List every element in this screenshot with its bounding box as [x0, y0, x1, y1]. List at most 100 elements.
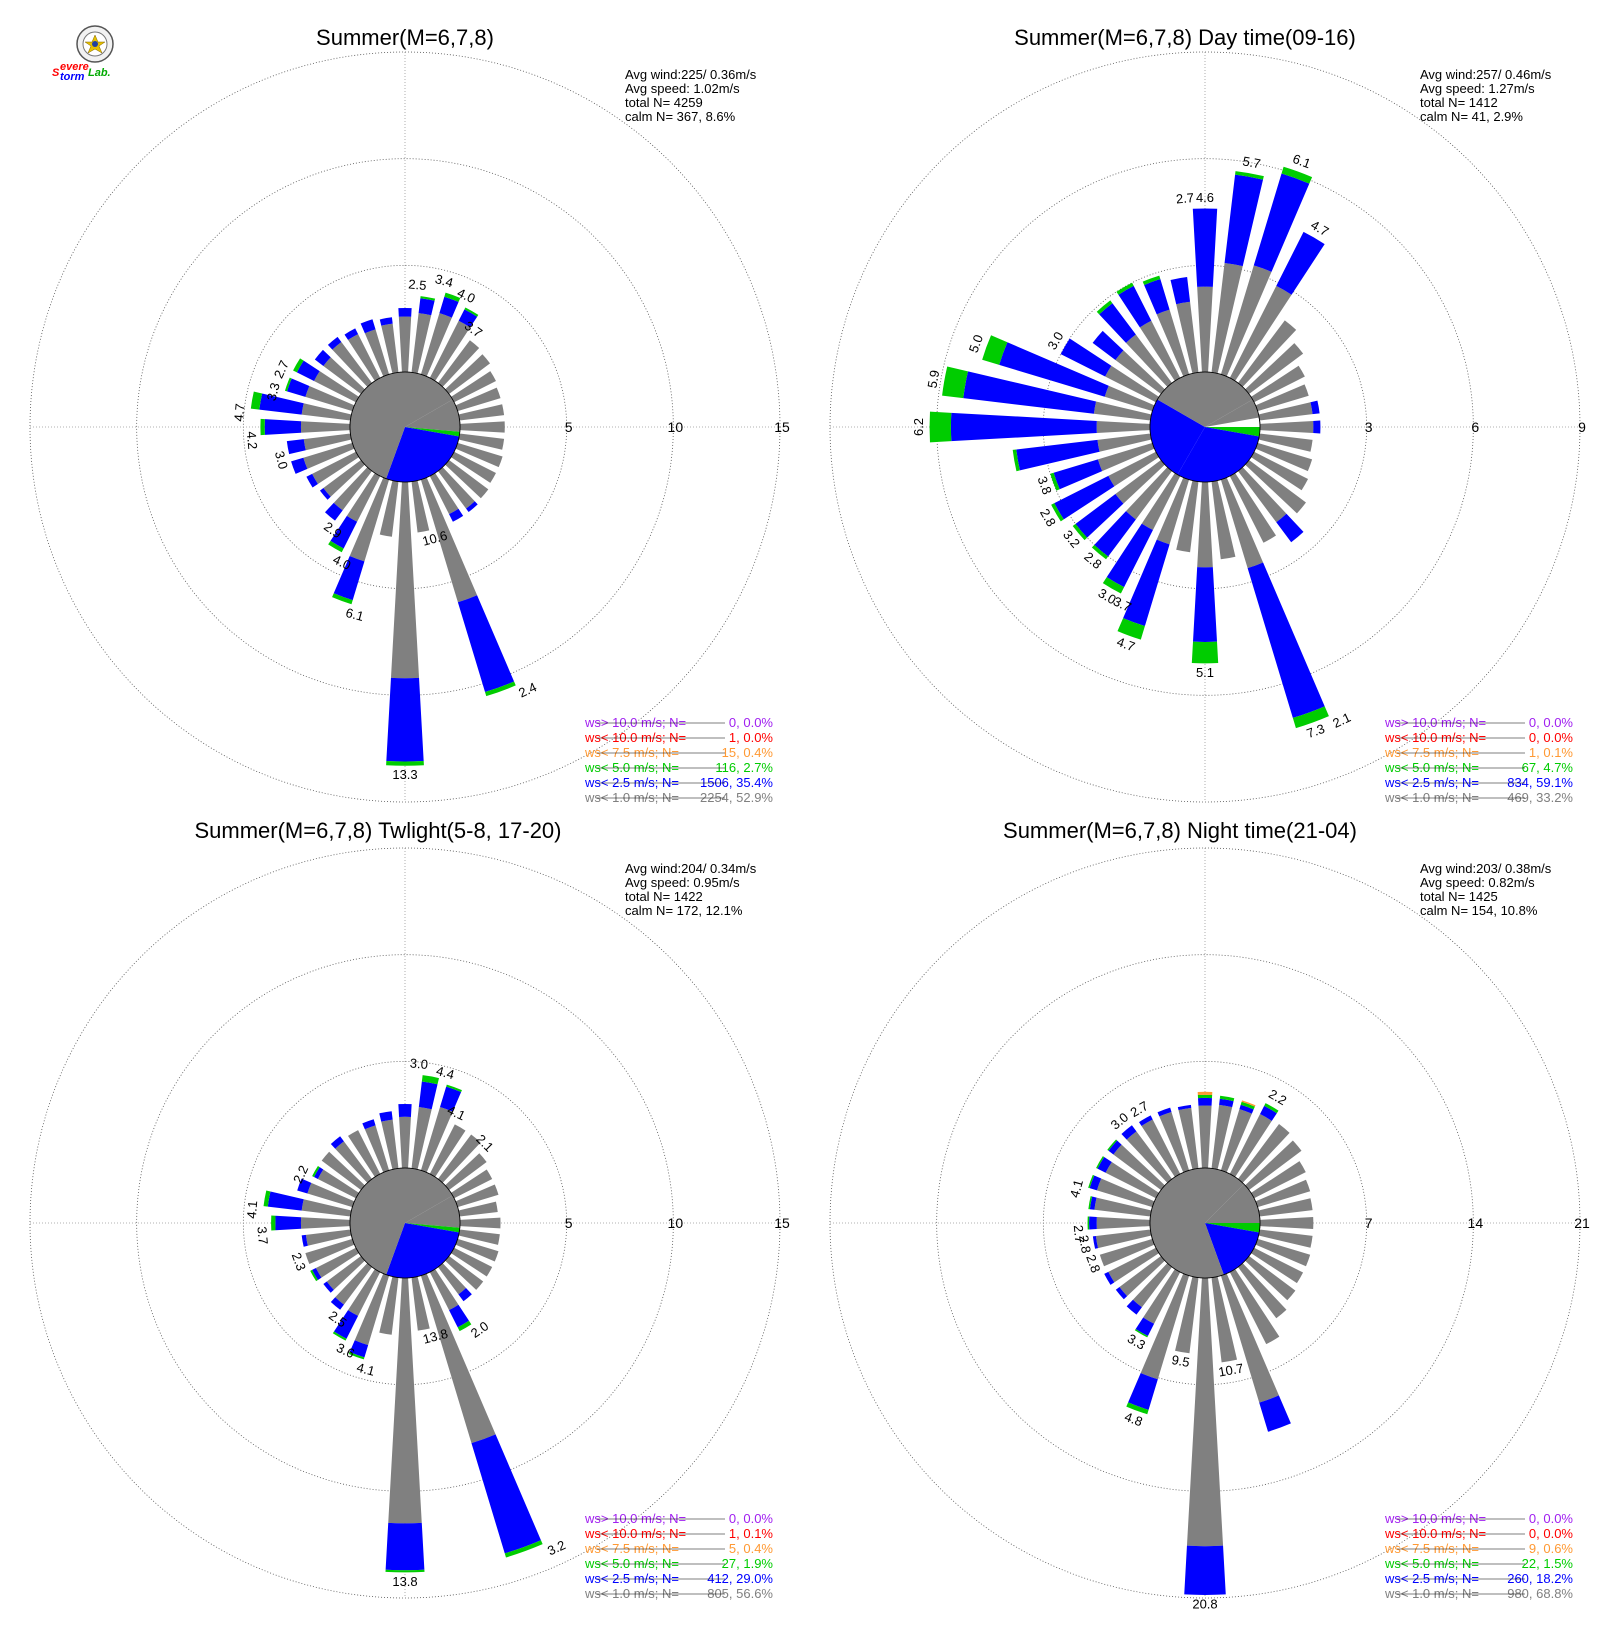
legend-value: 27, 1.9% — [722, 1556, 774, 1571]
calm-center-disc — [1149, 1167, 1261, 1279]
wind-rose-panel-day-time: Summer(M=6,7,8) Day time(09-16) 3 6 9 4.6 5… — [829, 25, 1586, 805]
bar-segment-lt1 — [1125, 467, 1173, 520]
bar-value-label: 4.4 — [435, 1063, 456, 1082]
calm-center-disc — [1149, 371, 1261, 483]
bar-segment-lt5 — [504, 1540, 543, 1558]
direction-bars: 4.65.7 6.14.72.17.35.14.73.73.02.83.22.83… — [911, 151, 1353, 741]
legend-label: ws< 7.5 m/s; N= — [584, 745, 679, 760]
summary-stats: Avg wind:257/ 0.46m/s Avg speed: 1.27m/s… — [1420, 67, 1552, 124]
bar-segment-lt1 — [333, 467, 373, 511]
ring-label: 5 — [565, 419, 573, 435]
legend-value: 116, 2.7% — [715, 760, 773, 775]
bar-segment-lt5 — [1116, 282, 1134, 295]
bar-segment-lt1 — [1255, 1238, 1311, 1267]
bar-segment-lt2_5 — [1054, 475, 1115, 520]
ring-label: 3 — [1365, 419, 1373, 435]
bar-value-label: 6.1 — [1291, 151, 1313, 171]
bar-segment-lt2_5 — [449, 508, 464, 522]
bar-value-label: 6.2 — [911, 418, 926, 436]
bar-segment-lt2_5 — [398, 308, 412, 317]
bar-value-label: 2.8 — [1076, 1234, 1094, 1254]
bar-value-label: 3.7 — [1111, 594, 1134, 615]
legend-value: 5, 0.4% — [729, 1541, 774, 1556]
bar-segment-lt1 — [305, 386, 355, 412]
bar-value-label: 4.6 — [1196, 190, 1214, 205]
bar-segment-lt1 — [1176, 480, 1199, 553]
bar-value-label: 2.3 — [289, 1251, 309, 1273]
bar-segment-lt5 — [457, 1320, 472, 1332]
bar-segment-lt1 — [1237, 467, 1287, 523]
bar-segment-lt5 — [1051, 503, 1064, 522]
svg-text:S: S — [52, 67, 60, 79]
bar-segment-lt1 — [1229, 1114, 1272, 1177]
bar-segment-lt2_5 — [1099, 303, 1136, 343]
bar-segment-lt1 — [455, 1238, 499, 1262]
bar-value-label: 2.1 — [1330, 710, 1353, 731]
ring-label: 10 — [668, 419, 684, 435]
calm-center-disc — [349, 1167, 461, 1279]
bar-segment-lt5 — [1134, 1328, 1148, 1338]
center-wedge-lt1 — [1205, 399, 1260, 427]
bar-segment-lt2_5 — [458, 1287, 472, 1302]
bar-segment-lt2_5 — [1106, 523, 1153, 588]
bar-segment-lt1 — [451, 451, 496, 483]
bar-value-label: 20.8 — [1192, 1596, 1217, 1611]
bar-segment-lt1 — [323, 357, 365, 395]
bar-segment-lt2_5 — [449, 1304, 469, 1328]
bar-segment-lt5 — [1191, 641, 1219, 664]
bar-value-label: 4.1 — [1067, 1178, 1086, 1199]
legend-value: 0, 0.0% — [1529, 715, 1574, 730]
legend-label: ws< 5.0 m/s; N= — [1384, 1556, 1479, 1571]
bar-segment-lt2_5 — [323, 1281, 334, 1293]
legend-label: ws< 1.0 m/s; N= — [584, 790, 679, 805]
bar-segment-lt1 — [420, 1273, 496, 1444]
legend-label: ws< 2.5 m/s; N= — [1384, 775, 1479, 790]
bar-segment-lt2_5 — [950, 412, 1097, 442]
bar-segment-lt1 — [1104, 385, 1155, 412]
bar-segment-lt1 — [1197, 286, 1213, 373]
speed-legend: ws> 10.0 m/s; N= 0, 0.0% ws< 10.0 m/s; N= 1… — [584, 1511, 773, 1601]
center-wedge-lt5 — [405, 1223, 460, 1233]
bar-segment-lt5 — [348, 1351, 365, 1360]
center-wedge-lt1 — [1149, 1168, 1244, 1279]
bar-segment-lt1 — [1245, 343, 1304, 395]
legend-value: 9, 0.6% — [1529, 1541, 1574, 1556]
bar-value-label: 4.8 — [1123, 1409, 1145, 1429]
bar-value-label: 13.8 — [421, 1326, 449, 1347]
bar-segment-lt5 — [421, 1075, 439, 1085]
bar-segment-lt2_5 — [1198, 1097, 1212, 1106]
legend-value: 0, 0.0% — [729, 1511, 774, 1526]
bar-value-label: 3.0 — [409, 1055, 428, 1072]
bar-value-label: 7.3 — [1305, 721, 1327, 741]
legend-value: 15, 0.4% — [722, 745, 774, 760]
bar-segment-lt2_5 — [275, 1215, 302, 1231]
bar-segment-lt5 — [312, 1166, 320, 1178]
bar-segment-lt1 — [1259, 1216, 1314, 1230]
bar-segment-lt1 — [458, 1229, 500, 1245]
bar-segment-lt1 — [399, 1116, 411, 1169]
bar-segment-lt2_5 — [327, 336, 342, 350]
bar-segment-lt1 — [1132, 1263, 1173, 1308]
bar-segment-lt2_5 — [1092, 330, 1124, 360]
bar-segment-lt1 — [317, 1169, 359, 1199]
center-outline — [349, 1167, 461, 1279]
bar-segment-lt7_5 — [1241, 1100, 1256, 1107]
bar-segment-lt1 — [1105, 1162, 1159, 1199]
stat-avg-speed: Avg speed: 0.95m/s — [625, 875, 740, 890]
bar-segment-lt1 — [1095, 1229, 1152, 1249]
bar-segment-lt1 — [1096, 420, 1151, 434]
bar-segment-lt2_5 — [385, 1522, 425, 1571]
bar-segment-lt2_5 — [418, 298, 435, 316]
ring-label: 15 — [774, 1215, 790, 1231]
bar-value-label: 3.6 — [334, 1340, 357, 1361]
bar-segment-lt1 — [303, 442, 355, 469]
bar-segment-lt1 — [300, 1217, 351, 1229]
svg-text:Lab.: Lab. — [88, 67, 111, 79]
legend-label: ws< 7.5 m/s; N= — [584, 1541, 679, 1556]
bar-segment-lt2_5 — [999, 342, 1109, 397]
bar-segment-lt1 — [398, 316, 412, 373]
bar-segment-lt1 — [1251, 1161, 1306, 1199]
bar-segment-lt1 — [1255, 384, 1309, 412]
bar-value-label: 4.1 — [244, 1200, 261, 1219]
